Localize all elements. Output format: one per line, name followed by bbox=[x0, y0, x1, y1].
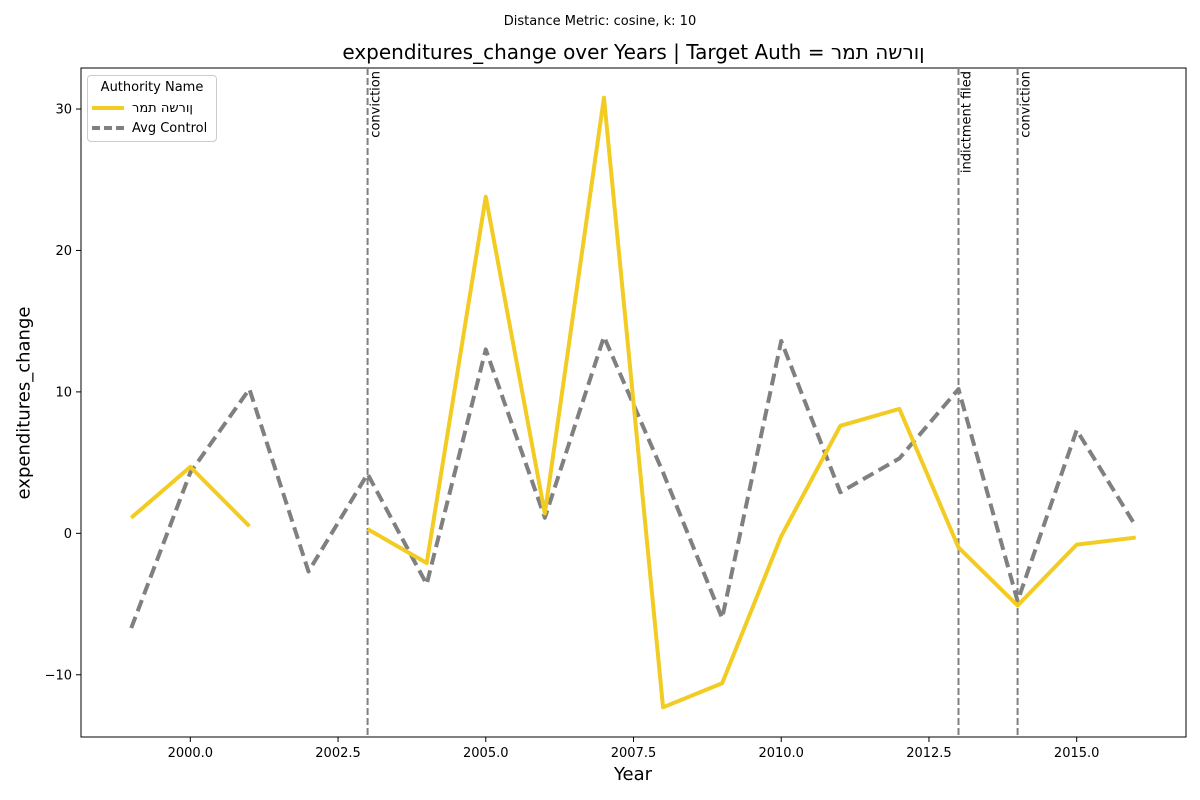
legend-label-target: ןורשה תמר bbox=[132, 100, 193, 116]
y-axis-label: expenditures_change bbox=[13, 306, 35, 500]
legend-title: Authority Name bbox=[100, 80, 204, 95]
chart-suptitle: Distance Metric: cosine, k: 10 bbox=[503, 14, 697, 29]
x-tick-label: 2010.0 bbox=[758, 746, 804, 761]
y-tick-label: −10 bbox=[45, 668, 72, 683]
x-tick-label: 2012.5 bbox=[906, 746, 952, 761]
legend-label-control: Avg Control bbox=[132, 120, 208, 136]
legend: Authority Name ןורשה תמר Avg Control bbox=[87, 75, 217, 142]
legend-item-control: Avg Control bbox=[92, 118, 207, 138]
event-label: conviction bbox=[1019, 71, 1034, 138]
series-line-target bbox=[129, 464, 251, 528]
y-tick-label: 10 bbox=[55, 385, 72, 400]
y-tick-label: 20 bbox=[55, 244, 72, 259]
event-label: indictment filed bbox=[960, 71, 975, 173]
series-line-target bbox=[366, 95, 1137, 710]
chart-title: expenditures_change over Years | Target … bbox=[342, 40, 925, 64]
event-label: conviction bbox=[369, 71, 384, 138]
x-tick-label: 2005.0 bbox=[463, 746, 509, 761]
legend-swatch-control bbox=[92, 126, 124, 130]
x-tick-label: 2007.5 bbox=[611, 746, 657, 761]
x-tick-label: 2015.0 bbox=[1054, 746, 1100, 761]
y-tick-label: 30 bbox=[55, 103, 72, 118]
x-tick-label: 2000.0 bbox=[168, 746, 214, 761]
legend-item-target: ןורשה תמר bbox=[92, 98, 193, 118]
x-axis-label: Year bbox=[613, 764, 653, 785]
series-line-control bbox=[129, 334, 1138, 629]
x-tick-label: 2002.5 bbox=[315, 746, 361, 761]
legend-swatch-target bbox=[92, 106, 124, 110]
y-tick-label: 0 bbox=[64, 527, 72, 542]
